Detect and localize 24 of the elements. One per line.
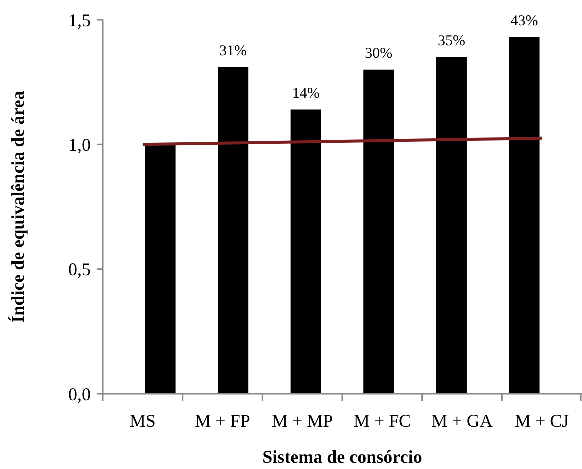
bar bbox=[218, 67, 249, 394]
annotation: 14% bbox=[292, 86, 320, 102]
x-tick-label: M + GA bbox=[432, 411, 493, 431]
annotation: 30% bbox=[365, 46, 393, 62]
x-tick-label: M + FP bbox=[195, 411, 250, 431]
y-tick-label: 0,5 bbox=[68, 260, 91, 280]
line-series bbox=[141, 136, 544, 146]
y-tick-label: 0,0 bbox=[68, 384, 91, 404]
bar bbox=[145, 144, 176, 394]
x-tick-label: MS bbox=[130, 411, 156, 431]
x-tick-label: M + FC bbox=[354, 411, 412, 431]
x-axis-title: Sistema de consórcio bbox=[262, 447, 422, 467]
x-tick-label: M + MP bbox=[272, 411, 334, 431]
annotation: 35% bbox=[438, 33, 466, 50]
bar bbox=[290, 110, 322, 394]
bar bbox=[436, 57, 467, 394]
y-axis-title: Índice de equivalência de área bbox=[8, 91, 28, 323]
annotation: 43% bbox=[510, 13, 538, 30]
bar bbox=[364, 70, 394, 394]
y-tick-label: 1,5 bbox=[68, 10, 91, 30]
x-tick-label: M + CJ bbox=[514, 411, 570, 431]
y-tick-label: 1,0 bbox=[68, 134, 91, 155]
annotation: 31% bbox=[220, 43, 248, 60]
bar bbox=[509, 37, 540, 394]
